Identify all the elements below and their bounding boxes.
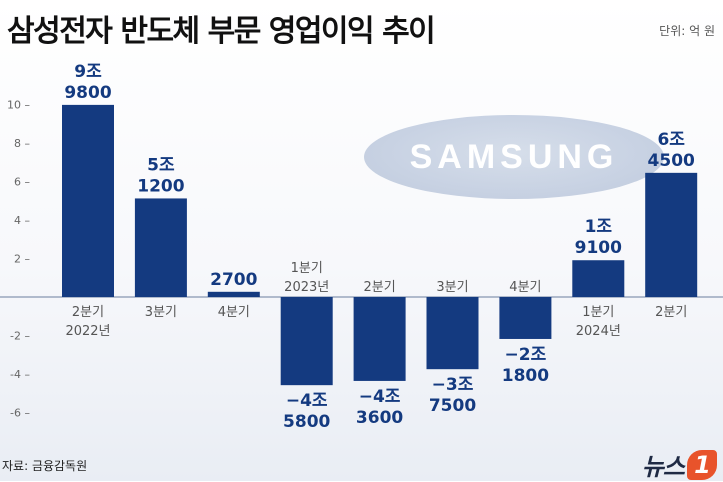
y-tick-label: 4 – [14,214,30,227]
news1-logo: 뉴스 1 [642,447,717,482]
data-label: −4조 5800 [283,391,330,432]
data-label: 2700 [210,270,257,290]
unit-label: 단위: 억 원 [659,24,715,38]
source-note: 자료: 금융감독원 [2,459,88,473]
y-tick-label: -6 – [10,407,30,420]
samsung-logo-watermark: SAMSUNG [364,115,664,199]
y-tick-label: -2 – [10,330,30,343]
y-tick-label: 2 – [14,253,30,266]
bar [134,198,187,297]
category-label: 4분기 [509,280,541,295]
bar [62,104,114,297]
news1-logo-mark: 1 [687,449,717,480]
bar [280,297,333,386]
category-label: 2분기 [363,280,395,295]
bar [353,297,406,381]
category-label: 3분기 [436,280,468,295]
bar [207,291,260,297]
data-label: 9조 9800 [64,62,111,103]
y-tick-label: 8 – [14,137,30,150]
category-label: 3분기 [145,305,177,320]
bar [499,297,552,339]
y-tick-label: 10 – [7,99,30,112]
data-label: 5조 1200 [137,155,184,196]
news1-logo-text: 뉴스 [641,453,685,481]
category-label: 1분기 2023년 [284,261,329,295]
category-label: 4분기 [218,305,250,320]
chart-title: 삼성전자 반도체 부문 영업이익 추이 [7,14,436,49]
y-tick-label: -4 – [10,368,30,381]
bar [572,260,625,297]
data-label: −3조 7500 [429,375,476,416]
bar [645,172,698,297]
data-label: −4조 3600 [356,387,403,428]
samsung-logo-text: SAMSUNG [409,137,619,176]
category-label: 2분기 [655,305,687,320]
category-label: 2분기 2022년 [65,305,110,339]
category-label: 1분기 2024년 [576,305,621,339]
y-tick-label: 6 – [14,176,30,189]
bar [426,297,479,370]
data-label: −2조 1800 [502,345,549,386]
data-label: 1조 9100 [575,217,622,258]
data-label: 6조 4500 [648,130,695,171]
